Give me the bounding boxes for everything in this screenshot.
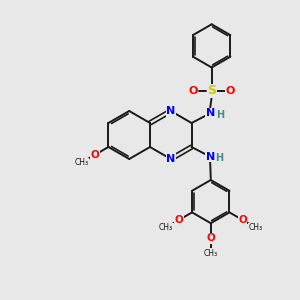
Text: S: S [207, 84, 216, 98]
Text: N: N [206, 108, 215, 118]
Text: N: N [166, 154, 176, 164]
Text: O: O [91, 150, 99, 160]
Text: H: H [216, 110, 224, 120]
Text: H: H [215, 153, 223, 163]
Text: CH₃: CH₃ [248, 223, 262, 232]
Text: N: N [206, 152, 215, 162]
Text: CH₃: CH₃ [204, 249, 218, 258]
Text: O: O [175, 215, 183, 225]
Text: CH₃: CH₃ [159, 223, 173, 232]
Text: O: O [206, 233, 215, 243]
Text: O: O [238, 215, 247, 225]
Text: O: O [188, 86, 198, 96]
Text: O: O [226, 86, 235, 96]
Text: N: N [166, 106, 176, 116]
Text: CH₃: CH₃ [74, 158, 88, 167]
